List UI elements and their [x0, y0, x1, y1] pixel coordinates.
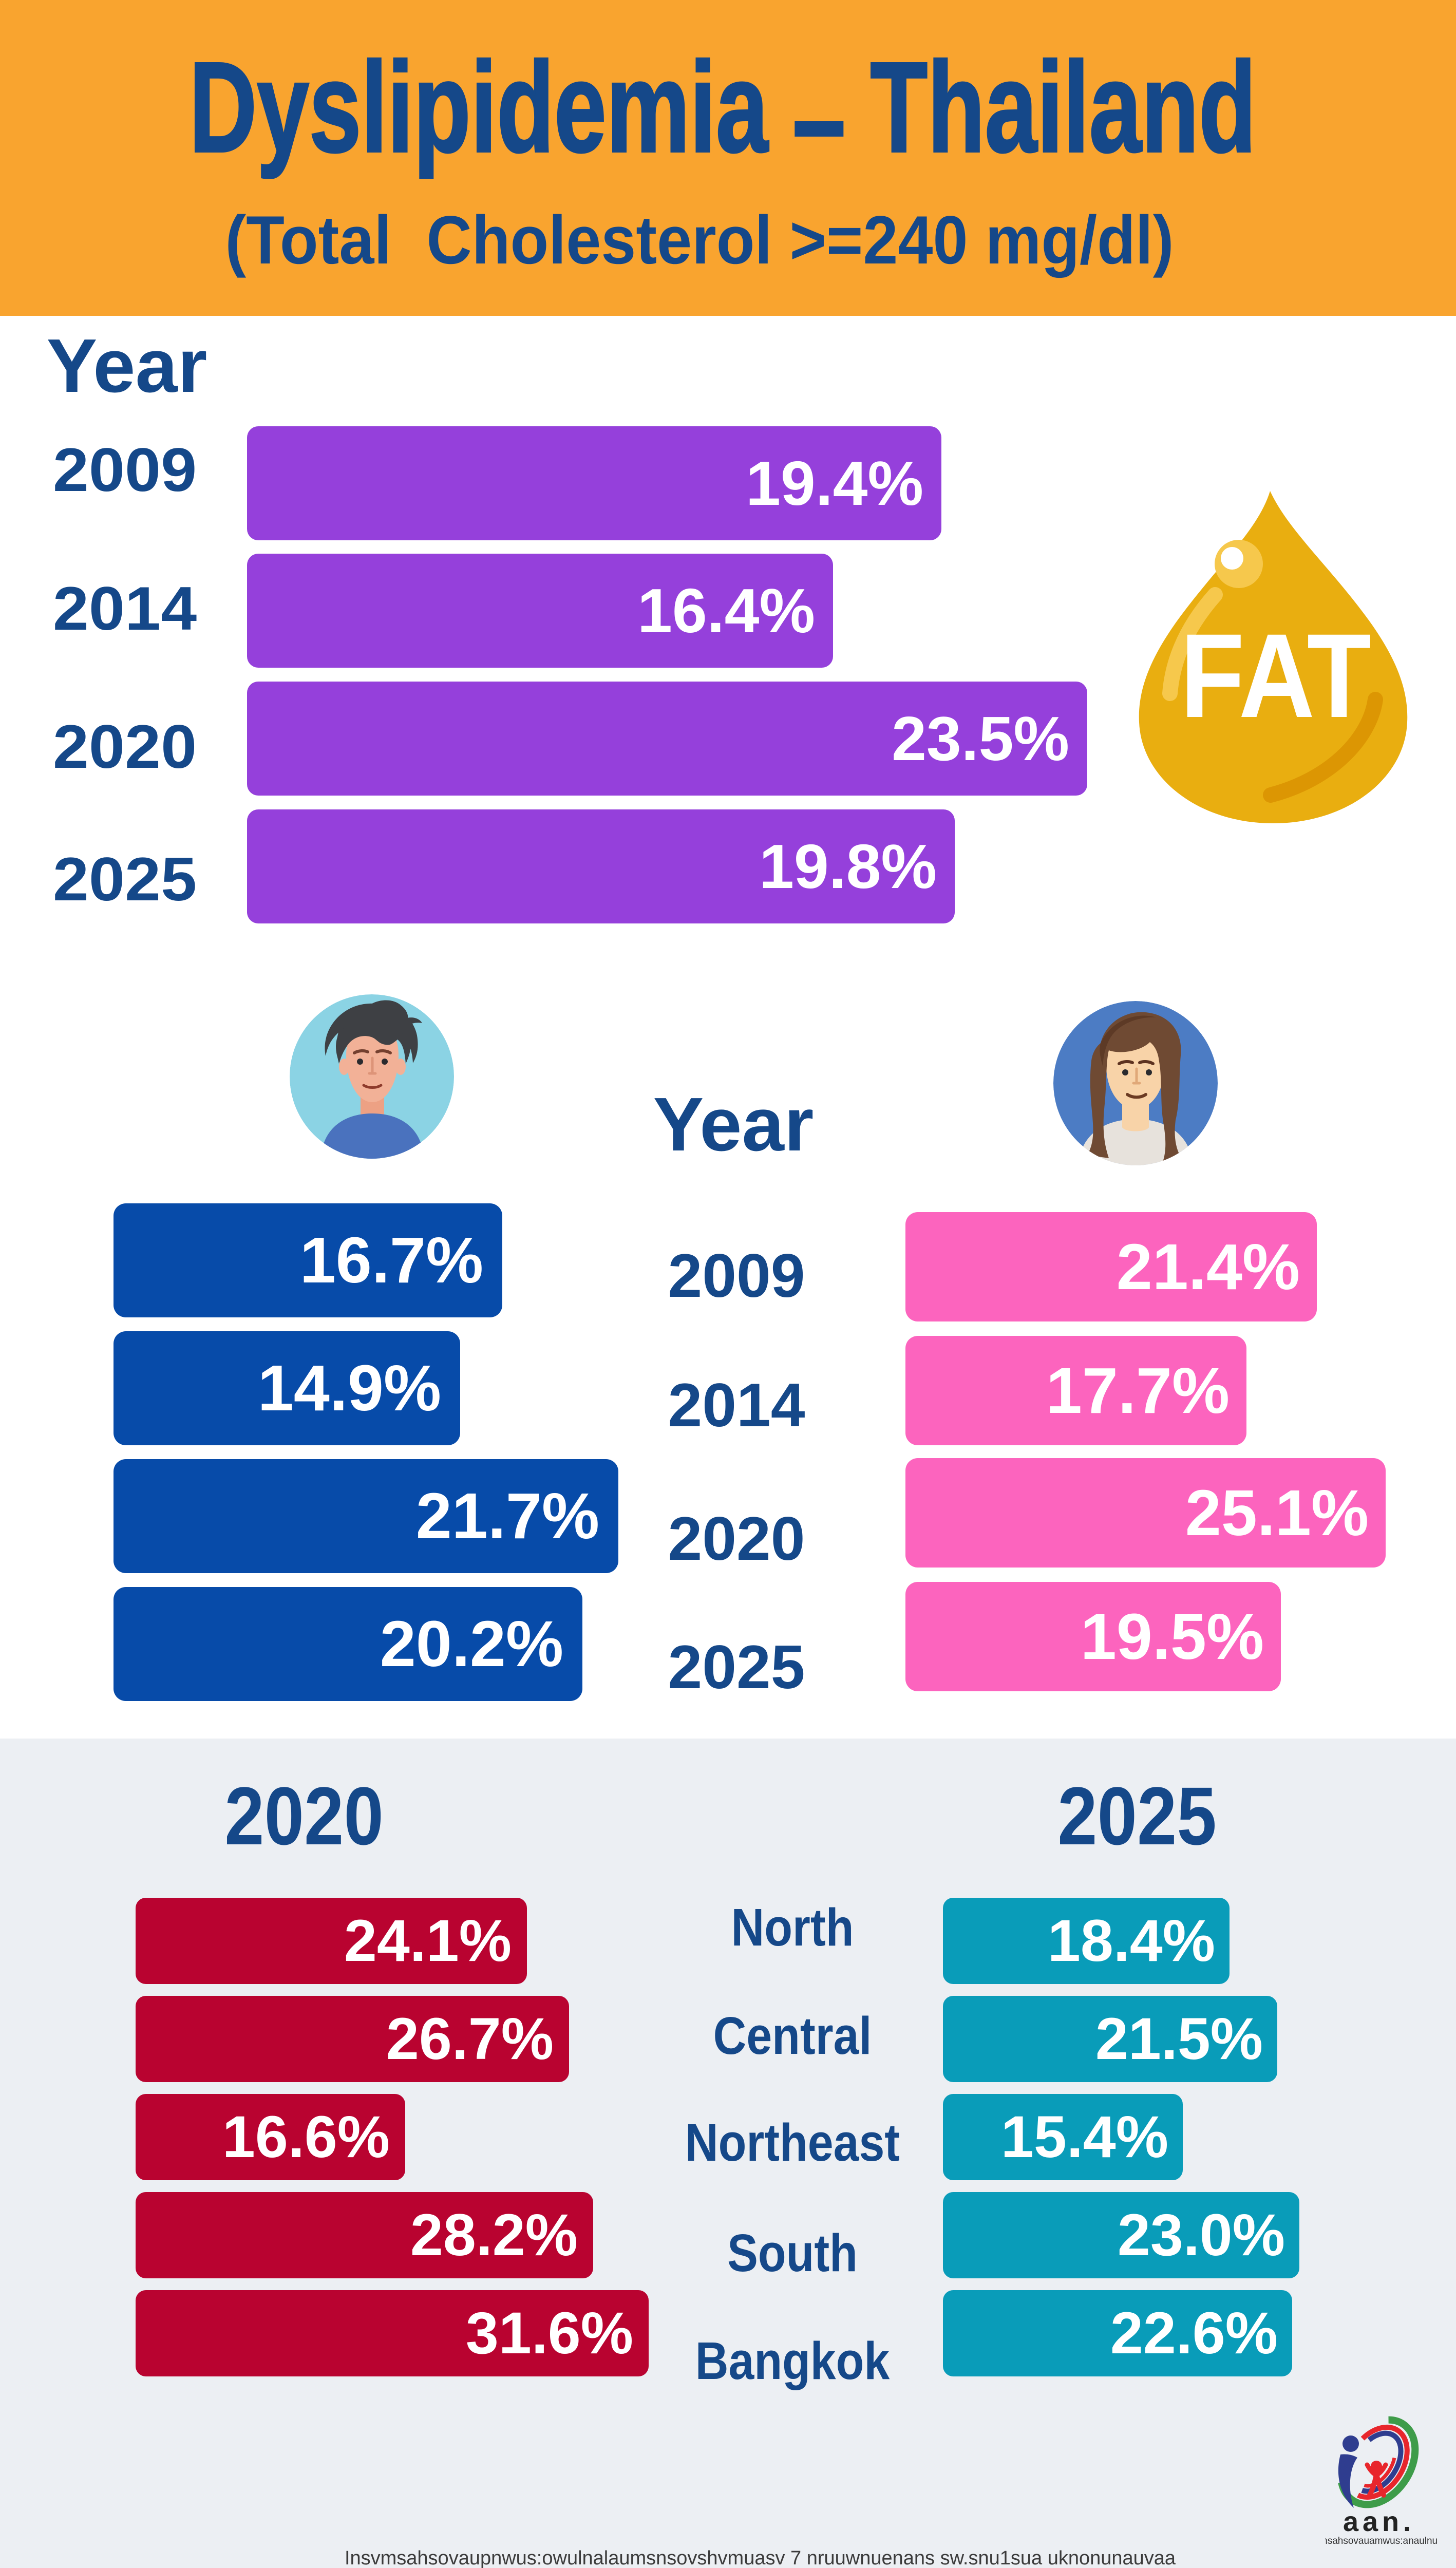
- svg-text:aan.: aan.: [1343, 2506, 1415, 2537]
- svg-text:msahsovauamwus:anaulnu: msahsovauamwus:anaulnu: [1325, 2536, 1438, 2546]
- svg-text:FAT: FAT: [1180, 609, 1371, 743]
